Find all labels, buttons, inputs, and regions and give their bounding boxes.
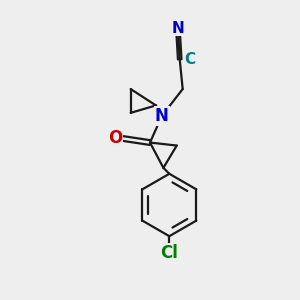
- Text: C: C: [184, 52, 195, 67]
- Text: N: N: [155, 107, 169, 125]
- Text: N: N: [172, 21, 184, 36]
- Text: O: O: [108, 129, 122, 147]
- Text: Cl: Cl: [160, 244, 178, 262]
